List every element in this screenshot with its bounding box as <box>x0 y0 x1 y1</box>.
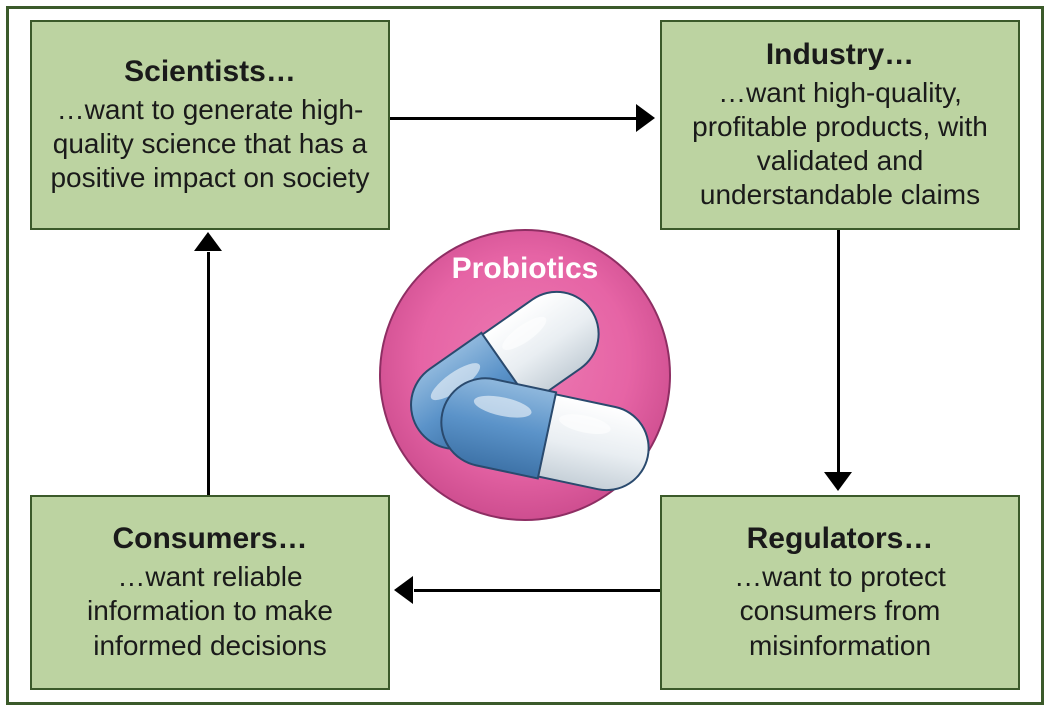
edge-sci-to-ind <box>390 117 636 120</box>
node-body: …want to generate high-quality science t… <box>50 93 370 195</box>
node-scientists: Scientists… …want to generate high-quali… <box>30 20 390 230</box>
node-title: Industry… <box>766 38 914 72</box>
node-title: Regulators… <box>747 522 934 556</box>
node-industry: Industry… …want high-quality, profitable… <box>660 20 1020 230</box>
arrowhead-icon <box>394 576 413 604</box>
node-consumers: Consumers… …want reliable information to… <box>30 495 390 690</box>
node-title: Consumers… <box>112 522 307 556</box>
center-label: Probiotics <box>395 252 655 286</box>
arrowhead-icon <box>194 232 222 251</box>
edge-ind-to-reg <box>837 230 840 472</box>
edge-reg-to-con <box>414 589 660 592</box>
arrowhead-icon <box>636 104 655 132</box>
node-title: Scientists… <box>124 55 296 89</box>
node-body: …want to protect consumers from misinfor… <box>680 560 1000 662</box>
edge-con-to-sci <box>207 252 210 495</box>
node-regulators: Regulators… …want to protect consumers f… <box>660 495 1020 690</box>
node-body: …want high-quality, profitable products,… <box>680 76 1000 213</box>
node-body: …want reliable information to make infor… <box>50 560 370 662</box>
arrowhead-icon <box>824 472 852 491</box>
